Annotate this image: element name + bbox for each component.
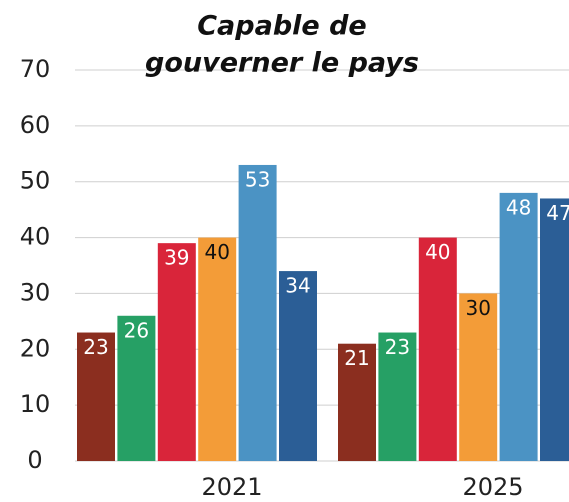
bar [378, 332, 417, 461]
y-tick-label: 70 [20, 55, 51, 83]
chart-title: Capable de [197, 11, 367, 42]
bar [117, 315, 156, 461]
bar [279, 271, 317, 461]
value-label: 23 [83, 335, 108, 359]
y-tick-label: 50 [20, 167, 51, 195]
value-label: 26 [124, 318, 149, 342]
bar [238, 164, 277, 461]
value-label: 34 [285, 274, 310, 298]
value-label: 21 [344, 346, 369, 370]
bar [540, 198, 569, 461]
value-label: 48 [506, 195, 531, 219]
bar [459, 293, 498, 461]
bar [77, 332, 115, 461]
value-label: 47 [546, 201, 569, 225]
bar [338, 343, 376, 461]
y-tick-label: 20 [20, 334, 51, 362]
bar [418, 237, 457, 461]
y-tick-label: 0 [27, 446, 42, 474]
y-tick-label: 40 [20, 223, 51, 251]
value-label: 39 [164, 246, 189, 270]
x-tick-label: 2025 [462, 473, 523, 501]
value-label: 40 [204, 240, 229, 264]
y-tick-label: 10 [20, 390, 51, 418]
value-label: 53 [245, 167, 270, 191]
value-label: 40 [425, 240, 450, 264]
chart-title: gouverner le pays [145, 48, 419, 79]
y-tick-label: 30 [20, 278, 51, 306]
bar [157, 243, 196, 461]
x-tick-label: 2021 [201, 473, 262, 501]
value-label: 30 [465, 296, 490, 320]
value-label: 23 [385, 335, 410, 359]
y-tick-label: 60 [20, 111, 51, 139]
bar [499, 192, 538, 461]
bar [198, 237, 237, 461]
